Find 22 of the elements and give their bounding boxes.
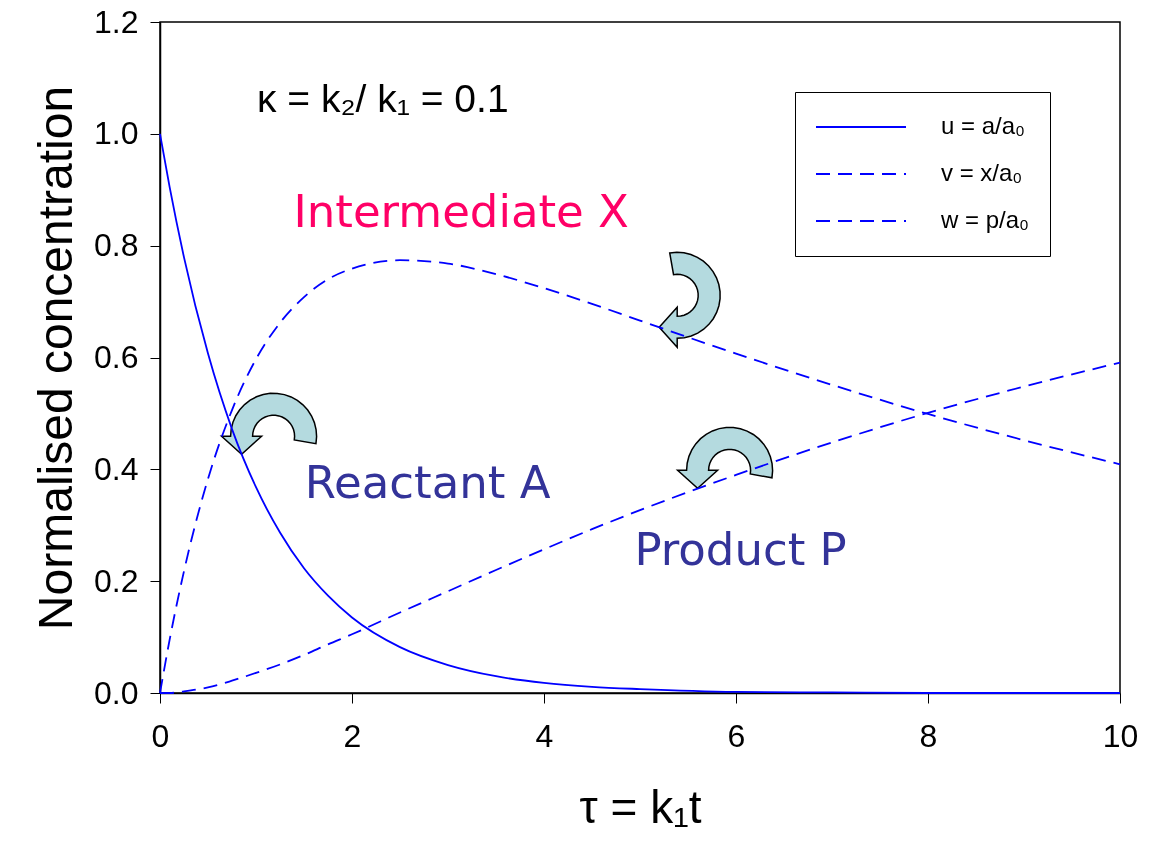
x-tick-label: 2: [343, 717, 362, 754]
x-tick-label: 10: [1102, 717, 1139, 754]
y-axis-title: Normalised concentration: [29, 85, 83, 631]
annotation: Reactant A: [304, 456, 551, 510]
y-tick-label: 0.4: [94, 450, 139, 487]
annotation: Intermediate X: [293, 185, 629, 239]
y-tick-label: 1.0: [94, 115, 139, 152]
y-tick-label: 0.8: [94, 227, 139, 264]
legend-label: u = a/a₀: [941, 112, 1026, 139]
x-tick-label: 8: [919, 717, 938, 754]
y-tick-label: 0.6: [94, 339, 139, 375]
y-tick-label: 1.2: [94, 3, 139, 40]
x-tick-label: 4: [535, 717, 554, 754]
annotation: Product P: [634, 523, 847, 577]
x-axis-title: τ = k₁t: [579, 780, 702, 833]
x-tick-label: 6: [727, 717, 746, 754]
y-tick-label: 0.2: [94, 562, 139, 599]
annotation: κ = k₂/ k₁ = 0.1: [257, 77, 509, 120]
legend-label: v = x/a₀: [941, 159, 1023, 186]
y-tick-label: 0.0: [94, 674, 139, 711]
x-tick-label: 0: [151, 717, 170, 754]
legend-label: w = p/a₀: [940, 206, 1030, 233]
